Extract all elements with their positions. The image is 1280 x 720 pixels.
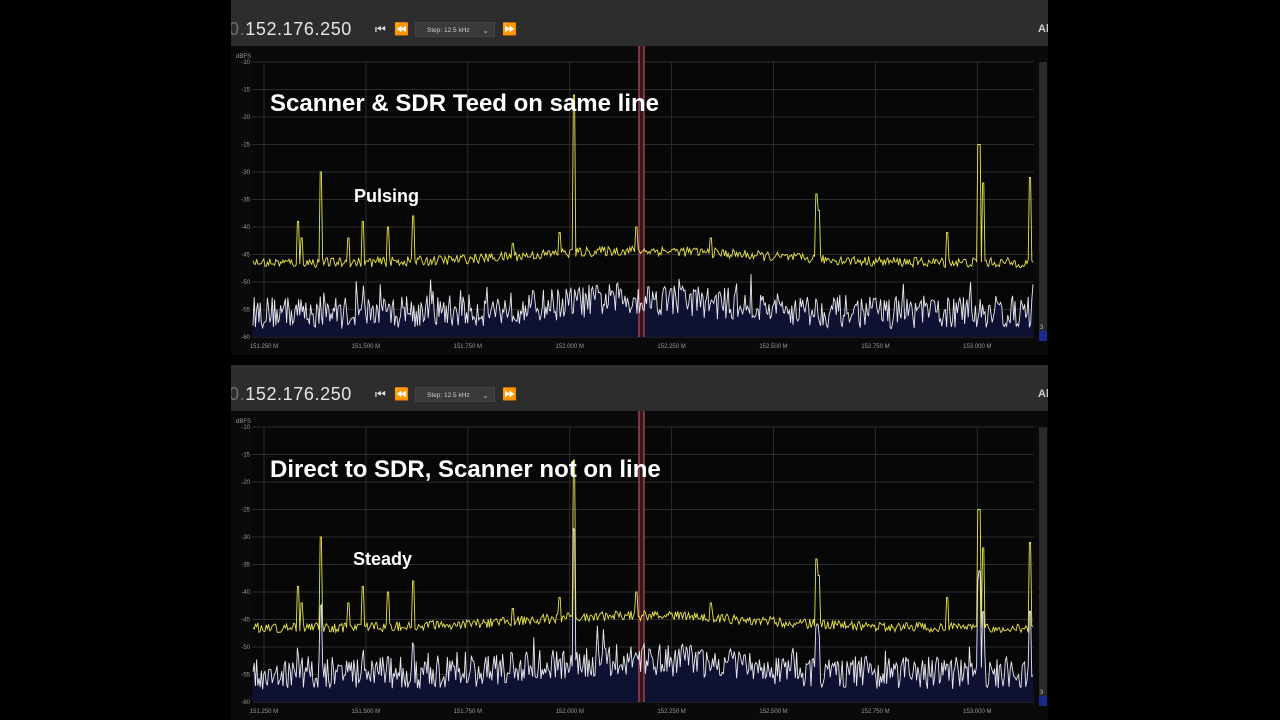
gain-scrollbar[interactable] [1039,427,1047,706]
frequency-toolbar: 0.152.176.250 ⏮ ⏪ Step: 12.5 kHz ⌄ ⏩ Al [231,0,1048,46]
y-tick-label: -10 [241,60,250,66]
scale-marker: 3 [1040,325,1044,331]
x-tick-label: 153.000 M [963,344,991,350]
frequency-display[interactable]: 0.152.176.250 [231,19,352,40]
scale-marker: 3 [1040,690,1044,696]
y-tick-label: -50 [241,280,250,286]
step-label: Step: 12.5 kHz [427,27,470,34]
spectrum-fill [252,274,1034,337]
y-tick-label: -35 [241,563,250,569]
frequency-toolbar: 0.152.176.250 ⏮ ⏪ Step: 12.5 kHz ⌄ ⏩ Al [231,365,1048,411]
skip-start-icon[interactable]: ⏮ [375,22,386,36]
chevron-down-icon: ⌄ [482,26,489,35]
gain-scrollbar-thumb [1039,331,1047,341]
frequency-value: 152.176.250 [245,19,352,39]
x-tick-label: 152.000 M [556,709,584,715]
y-tick-label: -15 [241,453,250,459]
center-marker-band [639,46,644,337]
annotation-note: Pulsing [354,186,420,206]
y-tick-label: -45 [241,618,250,624]
spectrum-chart[interactable]: -10 -15 -20 -25 -30 -35 -40 -45 -50 -55 -60 dBFS 151… [231,411,1048,720]
x-tick-label: 152.750 M [861,344,889,350]
y-tick-label: -15 [241,88,250,94]
step-select[interactable]: Step: 12.5 kHz ⌄ [415,387,495,402]
x-tick-label: 153.000 M [963,709,991,715]
x-tick-label: 152.250 M [657,709,685,715]
y-tick-label: -30 [241,170,250,176]
step-select[interactable]: Step: 12.5 kHz ⌄ [415,22,495,37]
x-tick-label: 152.500 M [759,344,787,350]
x-tick-label: 151.750 M [454,344,482,350]
annotation-title: Scanner & SDR Teed on same line [270,90,660,117]
fast-forward-icon[interactable]: ⏩ [502,22,517,36]
y-tick-label: -55 [241,673,250,679]
peak-hold-trace [252,459,1034,635]
annotation-title: Direct to SDR, Scanner not on line [270,456,661,483]
x-tick-label: 151.750 M [454,709,482,715]
y-tick-label: -25 [241,508,250,514]
x-tick-label: 151.500 M [352,344,380,350]
spectrum-plot[interactable]: -10 -15 -20 -25 -30 -35 -40 -45 -50 -55 -60 dBFS 151… [231,46,1048,355]
frequency-display[interactable]: 0.152.176.250 [231,384,352,405]
x-tick-label: 151.500 M [352,709,380,715]
y-tick-label: -30 [241,535,250,541]
rewind-icon[interactable]: ⏪ [394,22,409,36]
y-unit-label: dBFS [236,54,251,60]
y-tick-label: -45 [241,253,250,259]
chevron-down-icon: ⌄ [482,391,489,400]
spectrum-panel-bottom: 0.152.176.250 ⏮ ⏪ Step: 12.5 kHz ⌄ ⏩ Al … [231,365,1048,720]
y-tick-label: -25 [241,143,250,149]
frequency-prefix: 0. [231,19,246,39]
x-tick-label: 152.000 M [556,344,584,350]
center-marker-band [639,411,644,702]
y-tick-label: -40 [241,590,250,596]
spectrum-panel-top: 0.152.176.250 ⏮ ⏪ Step: 12.5 kHz ⌄ ⏩ Al … [231,0,1048,355]
y-tick-label: -20 [241,480,250,486]
y-unit-label: dBFS [236,419,251,425]
x-tick-label: 151.250 M [250,709,278,715]
y-tick-label: -10 [241,425,250,431]
corner-label: Al [1038,388,1048,400]
y-tick-label: -40 [241,225,250,231]
y-tick-label: -20 [241,115,250,121]
rewind-icon[interactable]: ⏪ [394,387,409,401]
gain-scrollbar[interactable] [1039,62,1047,341]
corner-label: Al [1038,23,1048,35]
skip-start-icon[interactable]: ⏮ [375,387,386,401]
spectrum-plot[interactable]: -10 -15 -20 -25 -30 -35 -40 -45 -50 -55 -60 dBFS 151… [231,411,1048,720]
y-tick-label: -60 [241,700,250,706]
frequency-value: 152.176.250 [245,384,352,404]
x-tick-label: 152.500 M [759,709,787,715]
live-trace [252,274,1034,330]
x-tick-label: 152.250 M [657,344,685,350]
spectrum-chart[interactable]: -10 -15 -20 -25 -30 -35 -40 -45 -50 -55 -60 dBFS 151… [231,46,1048,355]
fast-forward-icon[interactable]: ⏩ [502,387,517,401]
y-tick-label: -50 [241,645,250,651]
x-tick-label: 151.250 M [250,344,278,350]
peak-hold-trace [252,94,1034,269]
y-tick-label: -60 [241,335,250,341]
y-tick-label: -35 [241,198,250,204]
step-label: Step: 12.5 kHz [427,392,470,399]
y-tick-label: -55 [241,308,250,314]
x-tick-label: 152.750 M [861,709,889,715]
live-trace [252,527,1034,690]
frequency-prefix: 0. [231,384,246,404]
gain-scrollbar-thumb [1039,696,1047,706]
annotation-note: Steady [353,549,413,569]
